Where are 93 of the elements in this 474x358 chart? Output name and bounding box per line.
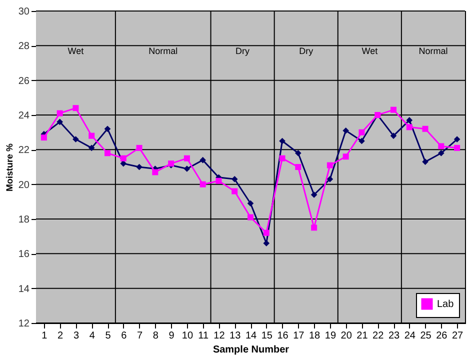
x-axis-title: Sample Number [212, 344, 290, 356]
point [358, 129, 365, 136]
point [56, 118, 63, 126]
point [40, 134, 47, 141]
point [422, 126, 428, 132]
band-label: Dry [299, 46, 314, 56]
x-tick-label: 27 [452, 330, 464, 342]
point [406, 124, 412, 130]
x-tick-label: 22 [372, 330, 384, 342]
x-tick-label: 7 [136, 330, 143, 342]
point [406, 117, 413, 124]
legend-label: Lab [437, 299, 454, 310]
band-label: Normal [148, 46, 178, 56]
point [295, 150, 302, 156]
y-tick-label: 16 [18, 249, 30, 260]
point [88, 132, 95, 139]
x-tick-label: 18 [308, 330, 321, 342]
x-tick-label: 25 [420, 330, 432, 342]
x-tick-label: 17 [293, 330, 305, 342]
y-tick-label: 12 [18, 318, 30, 330]
point [200, 181, 206, 188]
point [247, 200, 254, 207]
x-tick-label: 12 [214, 330, 226, 342]
y-tick-label: 18 [18, 214, 30, 226]
x-tick-label: 5 [105, 330, 112, 342]
x-tick-label: 15 [261, 330, 273, 342]
point [311, 224, 318, 231]
point [422, 158, 428, 165]
x-tick-label: 1 [42, 330, 48, 342]
x-tick-label: 21 [356, 330, 368, 342]
x-tick-label: 13 [230, 330, 242, 342]
point [263, 230, 270, 236]
x-tick-label: 16 [277, 330, 289, 342]
point [342, 154, 349, 160]
point [200, 156, 206, 164]
y-tick-label: 26 [18, 76, 30, 87]
point [72, 136, 79, 142]
x-tick-label: 24 [404, 330, 416, 342]
point [248, 214, 254, 220]
x-tick-label: 19 [324, 330, 336, 342]
point [232, 188, 238, 194]
point [104, 126, 111, 132]
x-tick-label: 10 [182, 330, 194, 342]
point [231, 176, 238, 182]
x-tick-label: 9 [168, 330, 175, 342]
x-tick-label: 3 [73, 330, 80, 342]
x-tick-label: 8 [152, 330, 159, 342]
point [454, 144, 460, 151]
point [184, 155, 190, 162]
x-tick-label: 11 [198, 330, 209, 342]
point [279, 155, 286, 162]
x-tick-label: 26 [436, 330, 448, 342]
point [184, 166, 190, 172]
point [279, 138, 286, 144]
band-label: Wet [362, 46, 378, 56]
point [136, 164, 142, 170]
x-tick-label: 20 [340, 330, 352, 342]
point [438, 143, 444, 150]
point [152, 169, 158, 176]
point [56, 110, 63, 116]
point [216, 178, 222, 184]
point [342, 127, 349, 134]
point [88, 144, 95, 152]
point [326, 162, 333, 168]
y-tick-label: 28 [18, 41, 30, 52]
y-tick-label: 24 [18, 110, 30, 122]
band-label: Wet [68, 46, 84, 56]
point [72, 105, 79, 112]
y-tick-label: 14 [18, 284, 30, 295]
point [263, 240, 270, 246]
point [390, 132, 397, 139]
point [120, 160, 127, 167]
point [326, 176, 334, 182]
point [310, 192, 318, 198]
point [454, 136, 460, 142]
y-tick-label: 22 [18, 145, 30, 156]
y-tick-label: 30 [18, 6, 30, 18]
band-label: Normal [418, 46, 448, 56]
x-tick-label: 23 [388, 330, 400, 342]
point [438, 150, 444, 156]
y-tick-label: 20 [18, 180, 30, 191]
point [295, 164, 302, 170]
point [104, 150, 110, 156]
point [120, 155, 126, 162]
x-tick-label: 2 [58, 330, 64, 342]
point [390, 106, 396, 113]
point [136, 144, 142, 151]
y-axis-title: Moisture % [4, 143, 14, 192]
point [358, 138, 365, 144]
band-label: Dry [236, 46, 250, 56]
x-tick-label: 4 [89, 330, 96, 342]
x-tick-label: 6 [121, 330, 128, 342]
x-tick-label: 14 [245, 330, 257, 342]
